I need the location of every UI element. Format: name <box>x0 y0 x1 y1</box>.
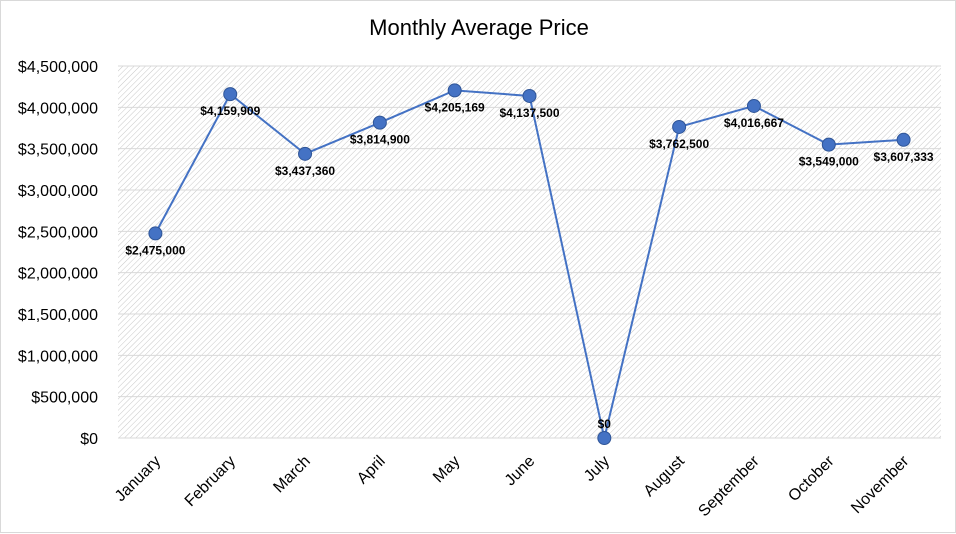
x-tick-label: May <box>430 453 463 486</box>
data-point <box>821 137 836 152</box>
data-label: $4,159,909 <box>200 104 260 118</box>
data-point <box>597 431 612 445</box>
data-point <box>148 226 163 241</box>
chart-title: Monthly Average Price <box>369 15 589 40</box>
y-tick-label: $4,500,000 <box>18 59 98 76</box>
x-tick-label: September <box>695 452 763 520</box>
data-label: $2,475,000 <box>125 243 185 257</box>
data-label: $3,762,500 <box>649 137 709 151</box>
data-point <box>298 146 313 161</box>
x-tick-label: July <box>581 453 613 485</box>
x-tick-label: April <box>354 453 389 488</box>
y-tick-label: $3,500,000 <box>18 142 98 159</box>
x-tick-label: January <box>112 453 164 505</box>
data-point <box>746 98 761 113</box>
y-tick-label: $2,000,000 <box>18 266 98 283</box>
y-tick-label: $2,500,000 <box>18 224 98 241</box>
y-tick-label: $500,000 <box>31 390 98 407</box>
data-label: $4,016,667 <box>724 116 784 130</box>
data-label: $4,137,500 <box>499 106 559 120</box>
y-tick-label: $1,000,000 <box>18 348 98 365</box>
data-point <box>447 83 462 98</box>
x-tick-label: October <box>785 452 838 505</box>
data-label: $3,607,333 <box>874 150 934 164</box>
x-tick-label: February <box>182 453 239 510</box>
y-tick-label: $4,000,000 <box>18 100 98 117</box>
data-label: $3,549,000 <box>799 155 859 169</box>
x-tick-label: June <box>502 453 539 490</box>
x-tick-label: March <box>270 453 313 496</box>
x-tick-label: November <box>848 452 913 517</box>
y-tick-label: $0 <box>80 431 98 448</box>
data-point <box>372 115 387 130</box>
data-point <box>672 119 687 134</box>
x-tick-label: August <box>641 452 689 500</box>
data-point <box>896 132 911 147</box>
data-point <box>522 88 537 103</box>
y-tick-label: $1,500,000 <box>18 307 98 324</box>
plot-area <box>118 66 941 438</box>
data-point <box>223 87 238 102</box>
data-label: $4,205,169 <box>425 100 485 114</box>
data-label: $3,814,900 <box>350 133 410 147</box>
data-label: $0 <box>598 417 612 431</box>
data-label: $3,437,360 <box>275 164 335 178</box>
y-tick-label: $3,000,000 <box>18 183 98 200</box>
